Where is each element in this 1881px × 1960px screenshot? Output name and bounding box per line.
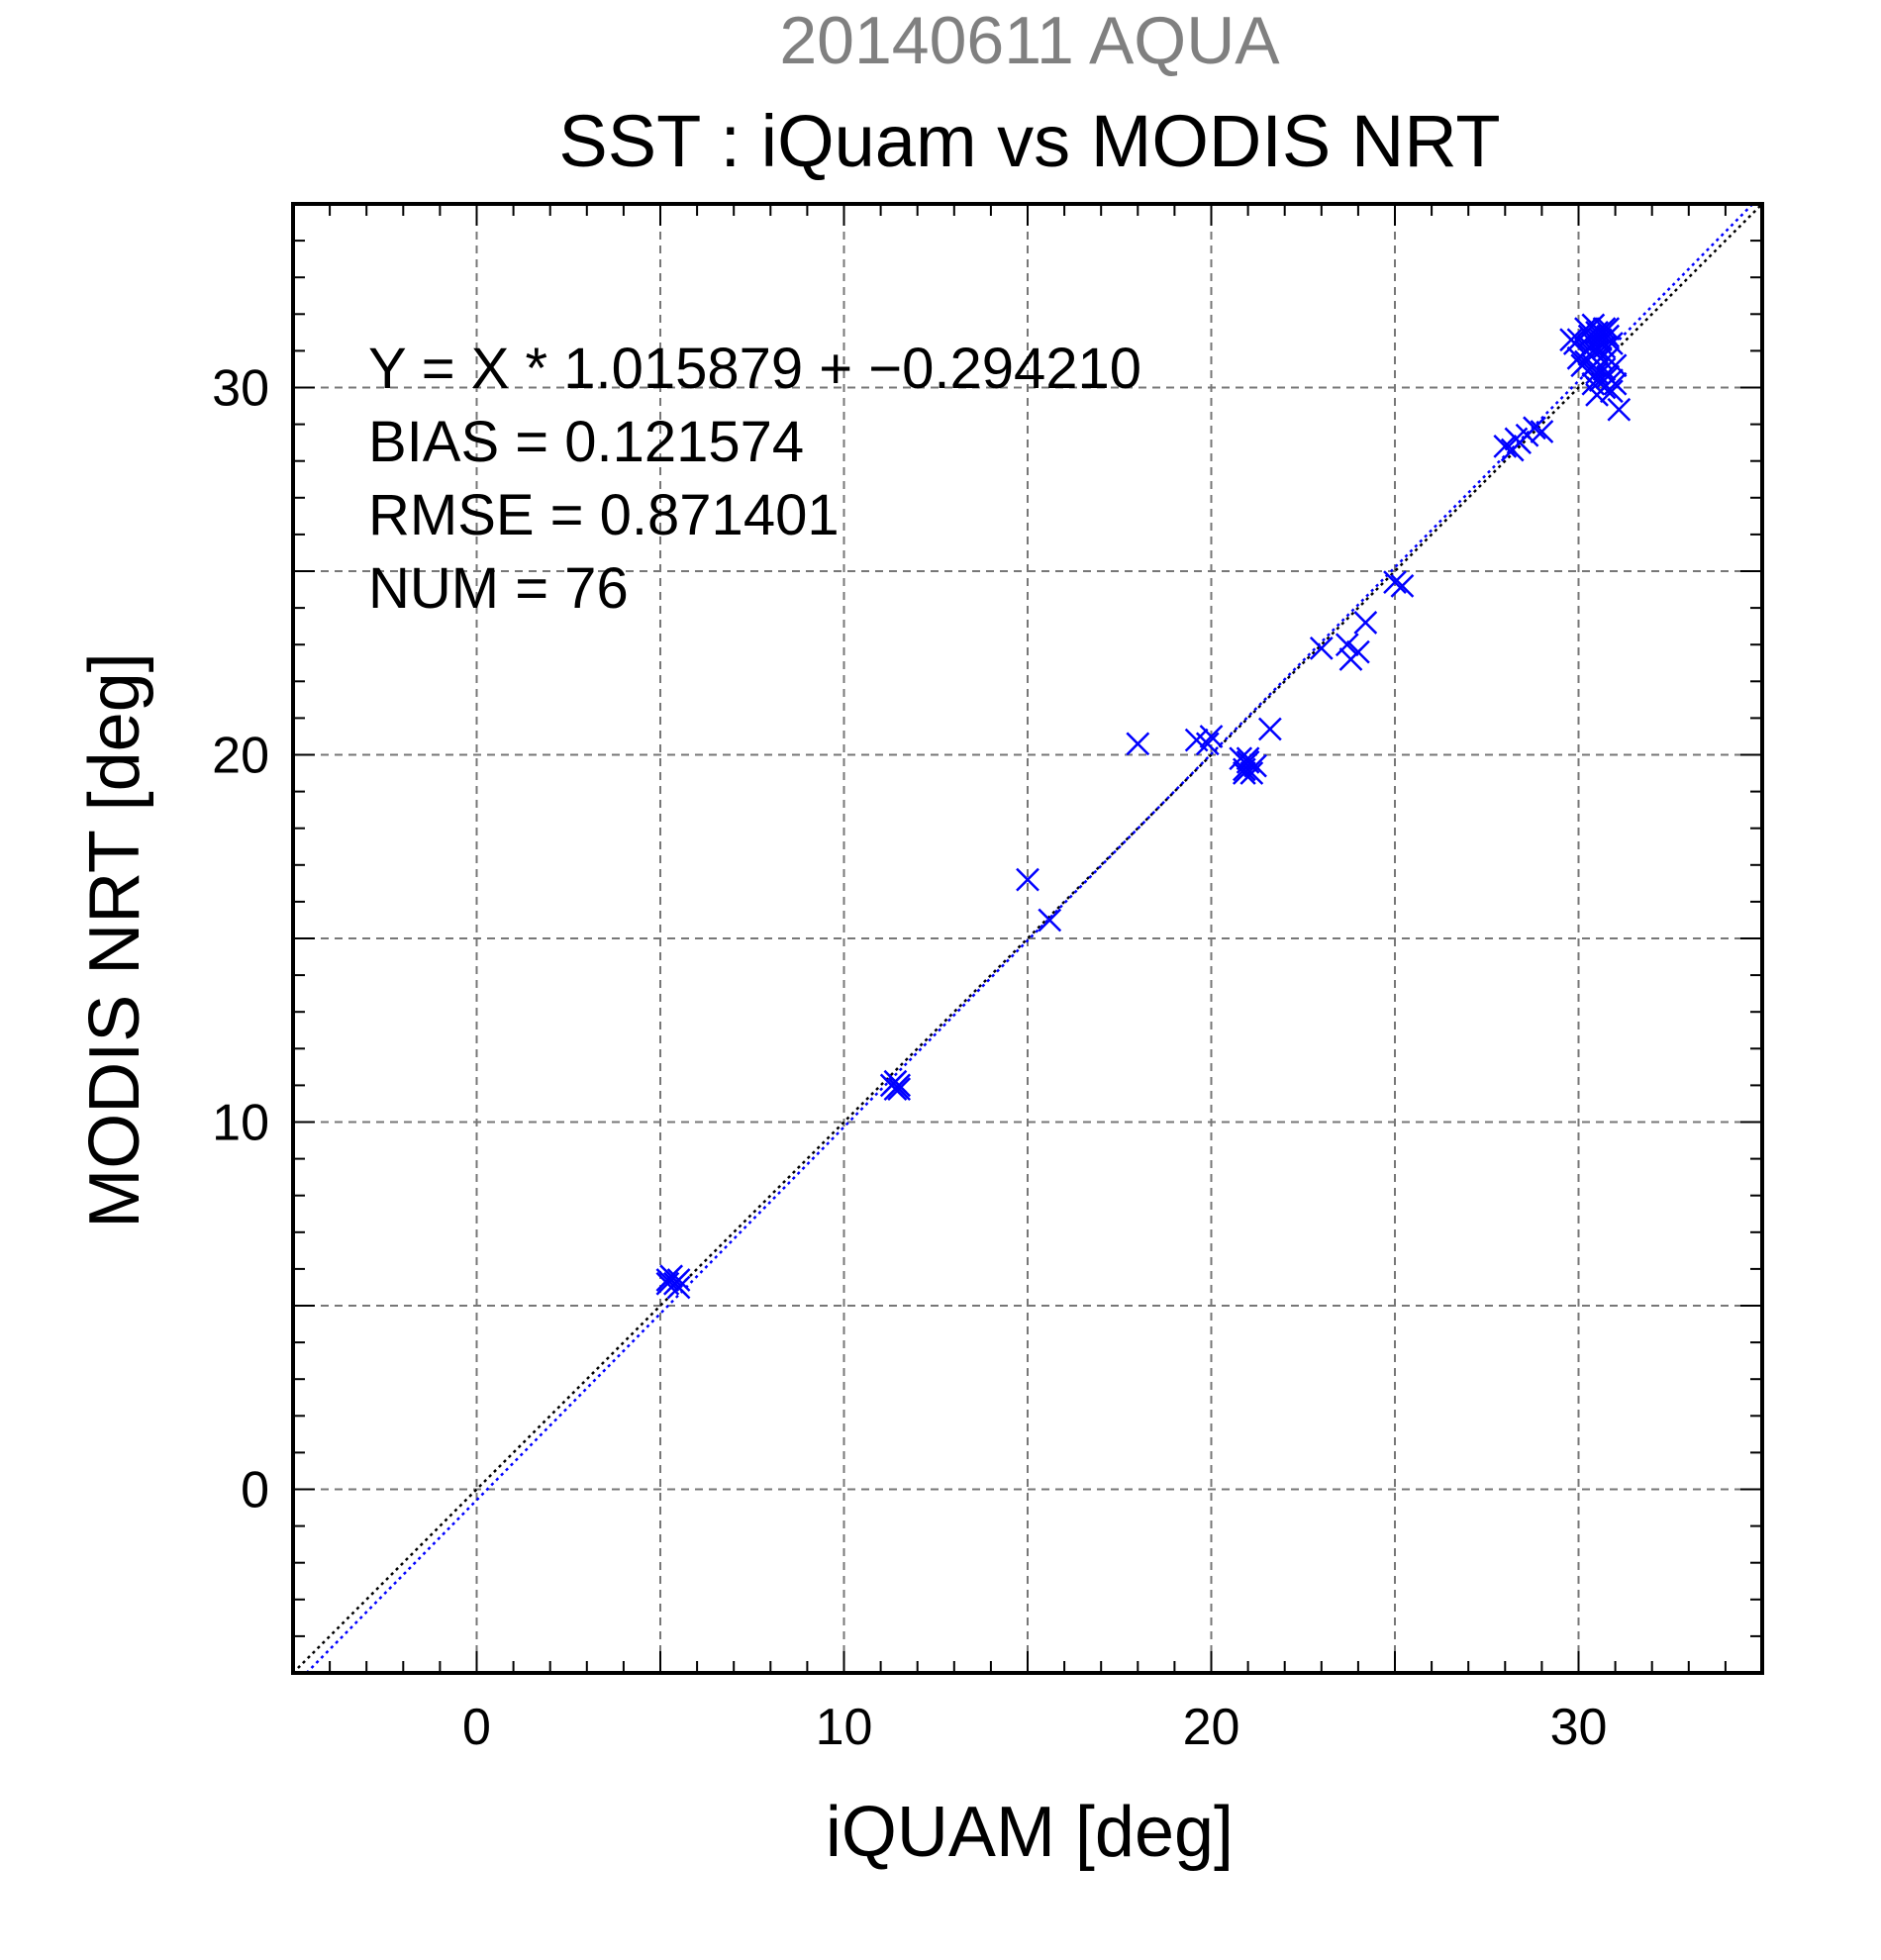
data-point bbox=[1596, 317, 1621, 342]
data-point bbox=[887, 1077, 912, 1101]
x-tick-labels: 0 10 20 30 bbox=[462, 1699, 1607, 1756]
y-tick-label: 20 bbox=[212, 728, 269, 785]
data-point bbox=[1596, 324, 1621, 348]
data-point bbox=[1353, 611, 1378, 635]
grid bbox=[293, 204, 1762, 1673]
data-point bbox=[1577, 335, 1602, 359]
data-point bbox=[666, 1268, 691, 1292]
data-point bbox=[1603, 353, 1628, 378]
data-point bbox=[883, 1069, 908, 1094]
data-point bbox=[1588, 320, 1613, 344]
data-point bbox=[1239, 761, 1264, 785]
data-point bbox=[1383, 570, 1407, 595]
data-point bbox=[1504, 427, 1529, 451]
annotation-fit-equation: Y = X * 1.015879 + −0.294210 bbox=[368, 337, 1141, 401]
data-points bbox=[655, 313, 1632, 1300]
data-point bbox=[1600, 368, 1624, 392]
data-point bbox=[1600, 379, 1624, 404]
chart-suptitle: 20140611 AQUA bbox=[779, 3, 1280, 78]
data-point bbox=[1335, 633, 1359, 657]
data-point bbox=[1523, 416, 1546, 441]
y-axis-label: MODIS NRT [deg] bbox=[75, 652, 154, 1228]
x-axis-label: iQUAM [deg] bbox=[826, 1793, 1234, 1872]
data-point bbox=[1257, 717, 1282, 741]
stats-annotations: Y = X * 1.015879 + −0.294210 BIAS = 0.12… bbox=[368, 337, 1141, 621]
data-point bbox=[1530, 420, 1554, 443]
x-tick-label: 30 bbox=[1550, 1699, 1608, 1756]
data-point bbox=[1574, 349, 1598, 374]
annotation-rmse: RMSE = 0.871401 bbox=[368, 483, 840, 547]
data-point bbox=[1581, 371, 1606, 396]
data-point bbox=[1309, 637, 1334, 660]
data-point bbox=[1038, 908, 1062, 932]
data-point bbox=[1016, 867, 1040, 892]
x-tick-label: 0 bbox=[462, 1699, 491, 1756]
y-tick-label: 30 bbox=[212, 360, 269, 418]
y-tick-label: 10 bbox=[212, 1095, 269, 1152]
annotation-bias: BIAS = 0.121574 bbox=[368, 410, 804, 474]
y-tick-label: 0 bbox=[241, 1462, 269, 1519]
data-point bbox=[1346, 639, 1370, 664]
x-tick-label: 10 bbox=[816, 1699, 873, 1756]
data-point bbox=[1233, 761, 1256, 785]
data-point bbox=[1199, 725, 1224, 748]
chart-title: SST : iQuam vs MODIS NRT bbox=[558, 100, 1500, 182]
plot-frame bbox=[291, 202, 1764, 1675]
data-point bbox=[1493, 434, 1518, 458]
data-point bbox=[1236, 746, 1260, 771]
y-tick-labels: 0 10 20 30 bbox=[212, 360, 269, 1519]
data-point bbox=[1195, 732, 1220, 756]
data-point bbox=[659, 1264, 684, 1289]
data-point bbox=[1126, 732, 1150, 756]
annotation-num: NUM = 76 bbox=[368, 556, 629, 621]
data-point bbox=[1390, 573, 1415, 598]
x-tick-label: 20 bbox=[1183, 1699, 1240, 1756]
data-point bbox=[1607, 397, 1632, 422]
